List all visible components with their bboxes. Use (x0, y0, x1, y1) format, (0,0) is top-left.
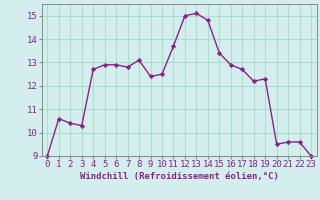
X-axis label: Windchill (Refroidissement éolien,°C): Windchill (Refroidissement éolien,°C) (80, 172, 279, 181)
